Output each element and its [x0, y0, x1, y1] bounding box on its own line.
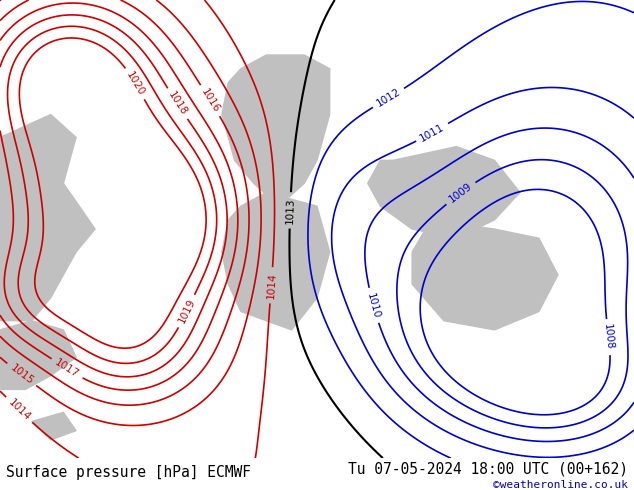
Text: 1014: 1014 [266, 272, 277, 299]
Polygon shape [222, 55, 330, 206]
Polygon shape [0, 321, 76, 390]
Text: 1010: 1010 [365, 292, 382, 319]
Text: 1020: 1020 [124, 70, 146, 98]
Text: 1018: 1018 [166, 90, 189, 118]
Text: ©weatheronline.co.uk: ©weatheronline.co.uk [493, 480, 628, 490]
Text: 1014: 1014 [6, 397, 32, 422]
Text: 1017: 1017 [53, 358, 81, 380]
Text: 1019: 1019 [176, 297, 197, 325]
Polygon shape [222, 193, 330, 330]
Text: Surface pressure [hPa] ECMWF: Surface pressure [hPa] ECMWF [6, 465, 251, 480]
Text: 1015: 1015 [8, 363, 35, 387]
Polygon shape [412, 220, 558, 330]
Polygon shape [32, 413, 76, 440]
Text: 1011: 1011 [418, 122, 446, 143]
Polygon shape [0, 115, 95, 321]
Text: 1013: 1013 [285, 197, 295, 224]
Text: 1009: 1009 [447, 181, 474, 205]
Text: 1016: 1016 [199, 87, 221, 115]
Polygon shape [368, 147, 520, 238]
Text: Tu 07-05-2024 18:00 UTC (00+162): Tu 07-05-2024 18:00 UTC (00+162) [347, 462, 628, 477]
Text: 1012: 1012 [375, 87, 403, 109]
Text: 1008: 1008 [602, 323, 615, 351]
